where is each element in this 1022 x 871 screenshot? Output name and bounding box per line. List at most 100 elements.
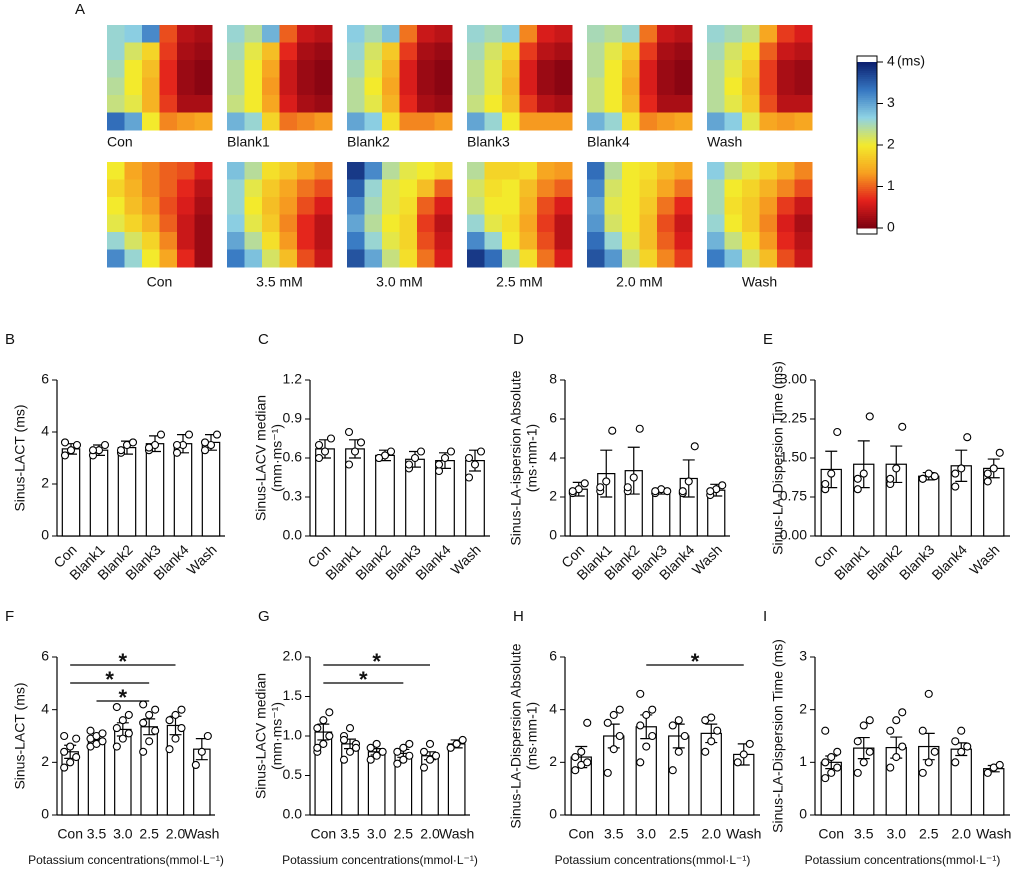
heatmap-cell bbox=[759, 95, 778, 113]
heatmap-cell bbox=[279, 197, 298, 215]
heatmap-cell bbox=[604, 197, 623, 215]
data-point bbox=[320, 447, 330, 456]
heatmap-cell bbox=[724, 197, 743, 215]
heatmap-cell bbox=[519, 42, 538, 61]
heatmap-cell bbox=[314, 162, 333, 180]
y-tick-label: 1.5 bbox=[283, 687, 303, 703]
colorbar-segment bbox=[857, 128, 877, 131]
data-point bbox=[892, 716, 901, 725]
data-point bbox=[821, 774, 830, 783]
heatmap-cell bbox=[244, 214, 263, 233]
colorbar-segment bbox=[857, 132, 877, 136]
heatmap-cell bbox=[554, 112, 573, 131]
data-point bbox=[827, 469, 836, 478]
heatmap-cell bbox=[674, 214, 693, 233]
heatmap-cell bbox=[159, 77, 178, 96]
heatmap-cell bbox=[399, 25, 418, 43]
heatmap-cell bbox=[724, 77, 743, 96]
colorbar-segment bbox=[857, 169, 877, 173]
heatmap-cell bbox=[279, 77, 298, 96]
data-point bbox=[898, 422, 907, 431]
data-point bbox=[603, 718, 612, 727]
heatmap-cell bbox=[124, 42, 143, 61]
heatmap-cell bbox=[794, 249, 813, 268]
heatmap-cell bbox=[262, 112, 280, 131]
heatmap-cell bbox=[124, 197, 143, 215]
x-tick-label: Wash bbox=[726, 826, 761, 842]
heatmap-cell bbox=[297, 60, 315, 78]
heatmap-cell bbox=[159, 95, 178, 113]
heatmap-cell bbox=[417, 179, 435, 198]
heatmap-cell bbox=[194, 197, 213, 215]
y-tick-label: 0.75 bbox=[780, 488, 807, 504]
heatmap-cell bbox=[399, 197, 418, 215]
data-point bbox=[596, 483, 605, 492]
colorbar-segment bbox=[857, 180, 877, 183]
heatmap-cell bbox=[159, 214, 178, 233]
significance-label: * bbox=[119, 649, 128, 674]
colorbar-segment bbox=[857, 103, 877, 107]
heatmap-cell bbox=[467, 112, 485, 131]
heatmap-cell bbox=[279, 232, 298, 250]
data-point bbox=[865, 716, 874, 725]
colorbar-segment bbox=[857, 105, 877, 109]
data-point bbox=[833, 763, 842, 772]
data-point bbox=[580, 479, 589, 488]
data-point bbox=[609, 710, 618, 719]
data-point bbox=[171, 734, 180, 743]
heatmap-cell bbox=[347, 25, 365, 43]
data-point bbox=[366, 743, 375, 752]
y-tick-label: 0.3 bbox=[283, 488, 303, 504]
data-point bbox=[635, 424, 644, 433]
heatmap-cell bbox=[724, 60, 743, 78]
heatmap-cell bbox=[194, 112, 213, 131]
colorbar-segment bbox=[857, 111, 877, 115]
heatmap-cell bbox=[142, 25, 160, 43]
heatmap-cell bbox=[434, 25, 453, 43]
heatmap-cell bbox=[657, 42, 675, 61]
data-point bbox=[72, 440, 82, 450]
data-point bbox=[930, 747, 939, 756]
data-point bbox=[707, 737, 716, 746]
heatmap-cell bbox=[364, 232, 383, 250]
colorbar-segment bbox=[857, 217, 877, 221]
heatmap-cell bbox=[724, 249, 743, 268]
heatmap-cell bbox=[639, 77, 658, 96]
heatmap-cell bbox=[484, 232, 503, 250]
data-point bbox=[739, 750, 748, 759]
heatmap-cell bbox=[399, 112, 418, 131]
heatmap-cell bbox=[537, 60, 555, 78]
colorbar-segment bbox=[857, 109, 877, 113]
y-tick-label: 1 bbox=[799, 753, 807, 769]
heatmap-cell bbox=[279, 95, 298, 113]
heatmap-cell bbox=[604, 214, 623, 233]
heatmap-cell bbox=[194, 232, 213, 250]
heatmap-cell bbox=[622, 95, 640, 113]
heatmap-cell bbox=[759, 249, 778, 268]
heatmap-cell bbox=[124, 60, 143, 78]
heatmap-cell bbox=[364, 60, 383, 78]
data-point bbox=[745, 739, 754, 748]
heatmap-cell bbox=[794, 179, 813, 198]
heatmap-cell bbox=[434, 179, 453, 198]
data-point bbox=[951, 482, 960, 491]
heatmap-cell bbox=[244, 179, 263, 198]
y-axis-label: Sinus-LACV median bbox=[253, 395, 269, 521]
data-point bbox=[821, 758, 830, 767]
heatmap-cell bbox=[777, 214, 795, 233]
data-point bbox=[827, 768, 836, 777]
colorbar-tick-label: 3 bbox=[887, 94, 895, 110]
bar bbox=[635, 726, 657, 816]
heatmap-cell bbox=[279, 60, 298, 78]
heatmap-cell bbox=[587, 112, 605, 131]
heatmap-cell bbox=[467, 214, 485, 233]
heatmap-cell bbox=[107, 42, 125, 61]
heatmap-cell bbox=[244, 42, 263, 61]
data-point bbox=[865, 412, 874, 421]
heatmap-cell bbox=[142, 60, 160, 78]
heatmap-cell bbox=[674, 60, 693, 78]
colorbar-segment bbox=[857, 209, 877, 212]
x-tick-label: 2.5 bbox=[669, 826, 689, 842]
heatmap-cell bbox=[177, 179, 195, 198]
